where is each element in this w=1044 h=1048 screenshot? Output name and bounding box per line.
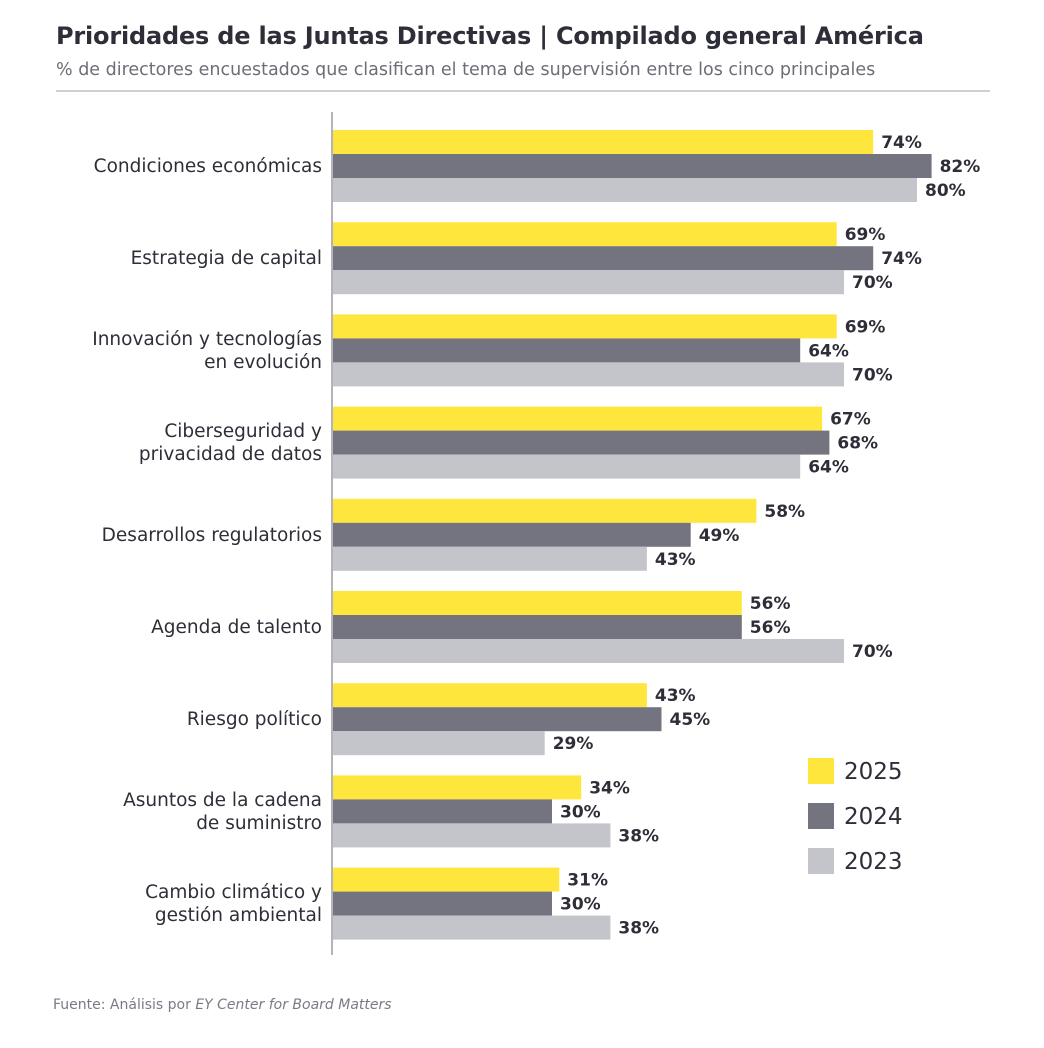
source-prefix: Fuente: Análisis por [53,997,196,1013]
data-label: 70% [852,365,893,385]
data-label: 69% [845,317,886,337]
bar-2025 [333,406,823,431]
category-label: Desarrollos regulatorios [102,525,322,546]
category-label: Cambio climático y [145,882,322,903]
bar-2025 [333,222,837,247]
bar-2023 [333,731,545,756]
source-italic: EY Center for Board Matters [195,997,392,1013]
data-label: 31% [567,871,608,891]
category-label: de suministro [196,813,322,834]
data-label: 56% [750,594,791,614]
bar-2023 [333,823,611,848]
data-label: 70% [852,642,893,662]
data-label: 43% [655,550,696,570]
category-label: en evolución [204,352,322,373]
data-label: 64% [808,458,849,478]
bar-2025 [333,591,742,615]
bar-2023 [333,454,801,479]
bar-2023 [333,178,917,202]
bar-2024 [333,522,691,547]
chart-title: Prioridades de las Juntas Directivas | C… [56,22,924,50]
data-label: 43% [655,686,696,706]
bar-2025 [333,867,560,892]
data-label: 74% [881,133,922,153]
bar-2025 [333,775,582,800]
category-label: Riesgo político [187,709,322,730]
data-label: 34% [589,778,630,798]
data-label: 58% [764,502,805,522]
bar-2024 [333,615,742,639]
data-label: 69% [845,225,886,245]
bar-2024 [333,891,552,916]
category-label: Innovación y tecnologías [92,329,322,350]
data-label: 56% [750,618,791,638]
category-label: gestión ambiental [155,905,322,926]
category-label: Agenda de talento [151,617,322,638]
source-note: Fuente: Análisis por EY Center for Board… [53,997,392,1013]
legend-label: 2024 [844,804,903,830]
legend-swatch-2024 [808,803,834,829]
category-label: Estrategia de capital [131,248,322,269]
data-label: 30% [560,895,601,915]
legend-label: 2023 [844,849,903,875]
bar-2024 [333,430,830,455]
bar-2024 [333,799,552,824]
category-label: Condiciones económicas [94,156,322,177]
bar-2023 [333,270,844,295]
data-label: 38% [618,826,659,846]
bar-2023 [333,546,647,571]
data-label: 45% [670,710,711,730]
data-label: 49% [699,526,740,546]
data-label: 67% [830,410,871,430]
bar-2023 [333,915,611,940]
data-label: 29% [553,734,594,754]
category-label: privacidad de datos [139,444,322,465]
chart-subtitle: % de directores encuestados que clasific… [56,60,876,80]
bar-2025 [333,683,647,708]
bar-2025 [333,498,757,523]
category-label: Asuntos de la cadena [123,790,322,811]
legend-swatch-2023 [808,848,834,874]
data-label: 30% [560,802,601,822]
bar-2025 [333,314,837,339]
category-label: Ciberseguridad y [164,421,322,442]
data-label: 70% [852,273,893,293]
data-label: 82% [940,157,981,177]
bar-2023 [333,362,844,387]
data-label: 68% [837,434,878,454]
legend-swatch-2025 [808,758,834,784]
data-label: 74% [881,249,922,269]
data-label: 38% [618,919,659,939]
bar-2024 [333,338,801,363]
bar-2025 [333,130,874,154]
bar-2023 [333,639,844,663]
bar-2024 [333,246,874,271]
data-label: 80% [925,181,966,201]
bar-2024 [333,154,932,178]
legend-label: 2025 [844,759,903,785]
bar-2024 [333,707,662,732]
data-label: 64% [808,341,849,361]
header-divider [56,90,990,92]
